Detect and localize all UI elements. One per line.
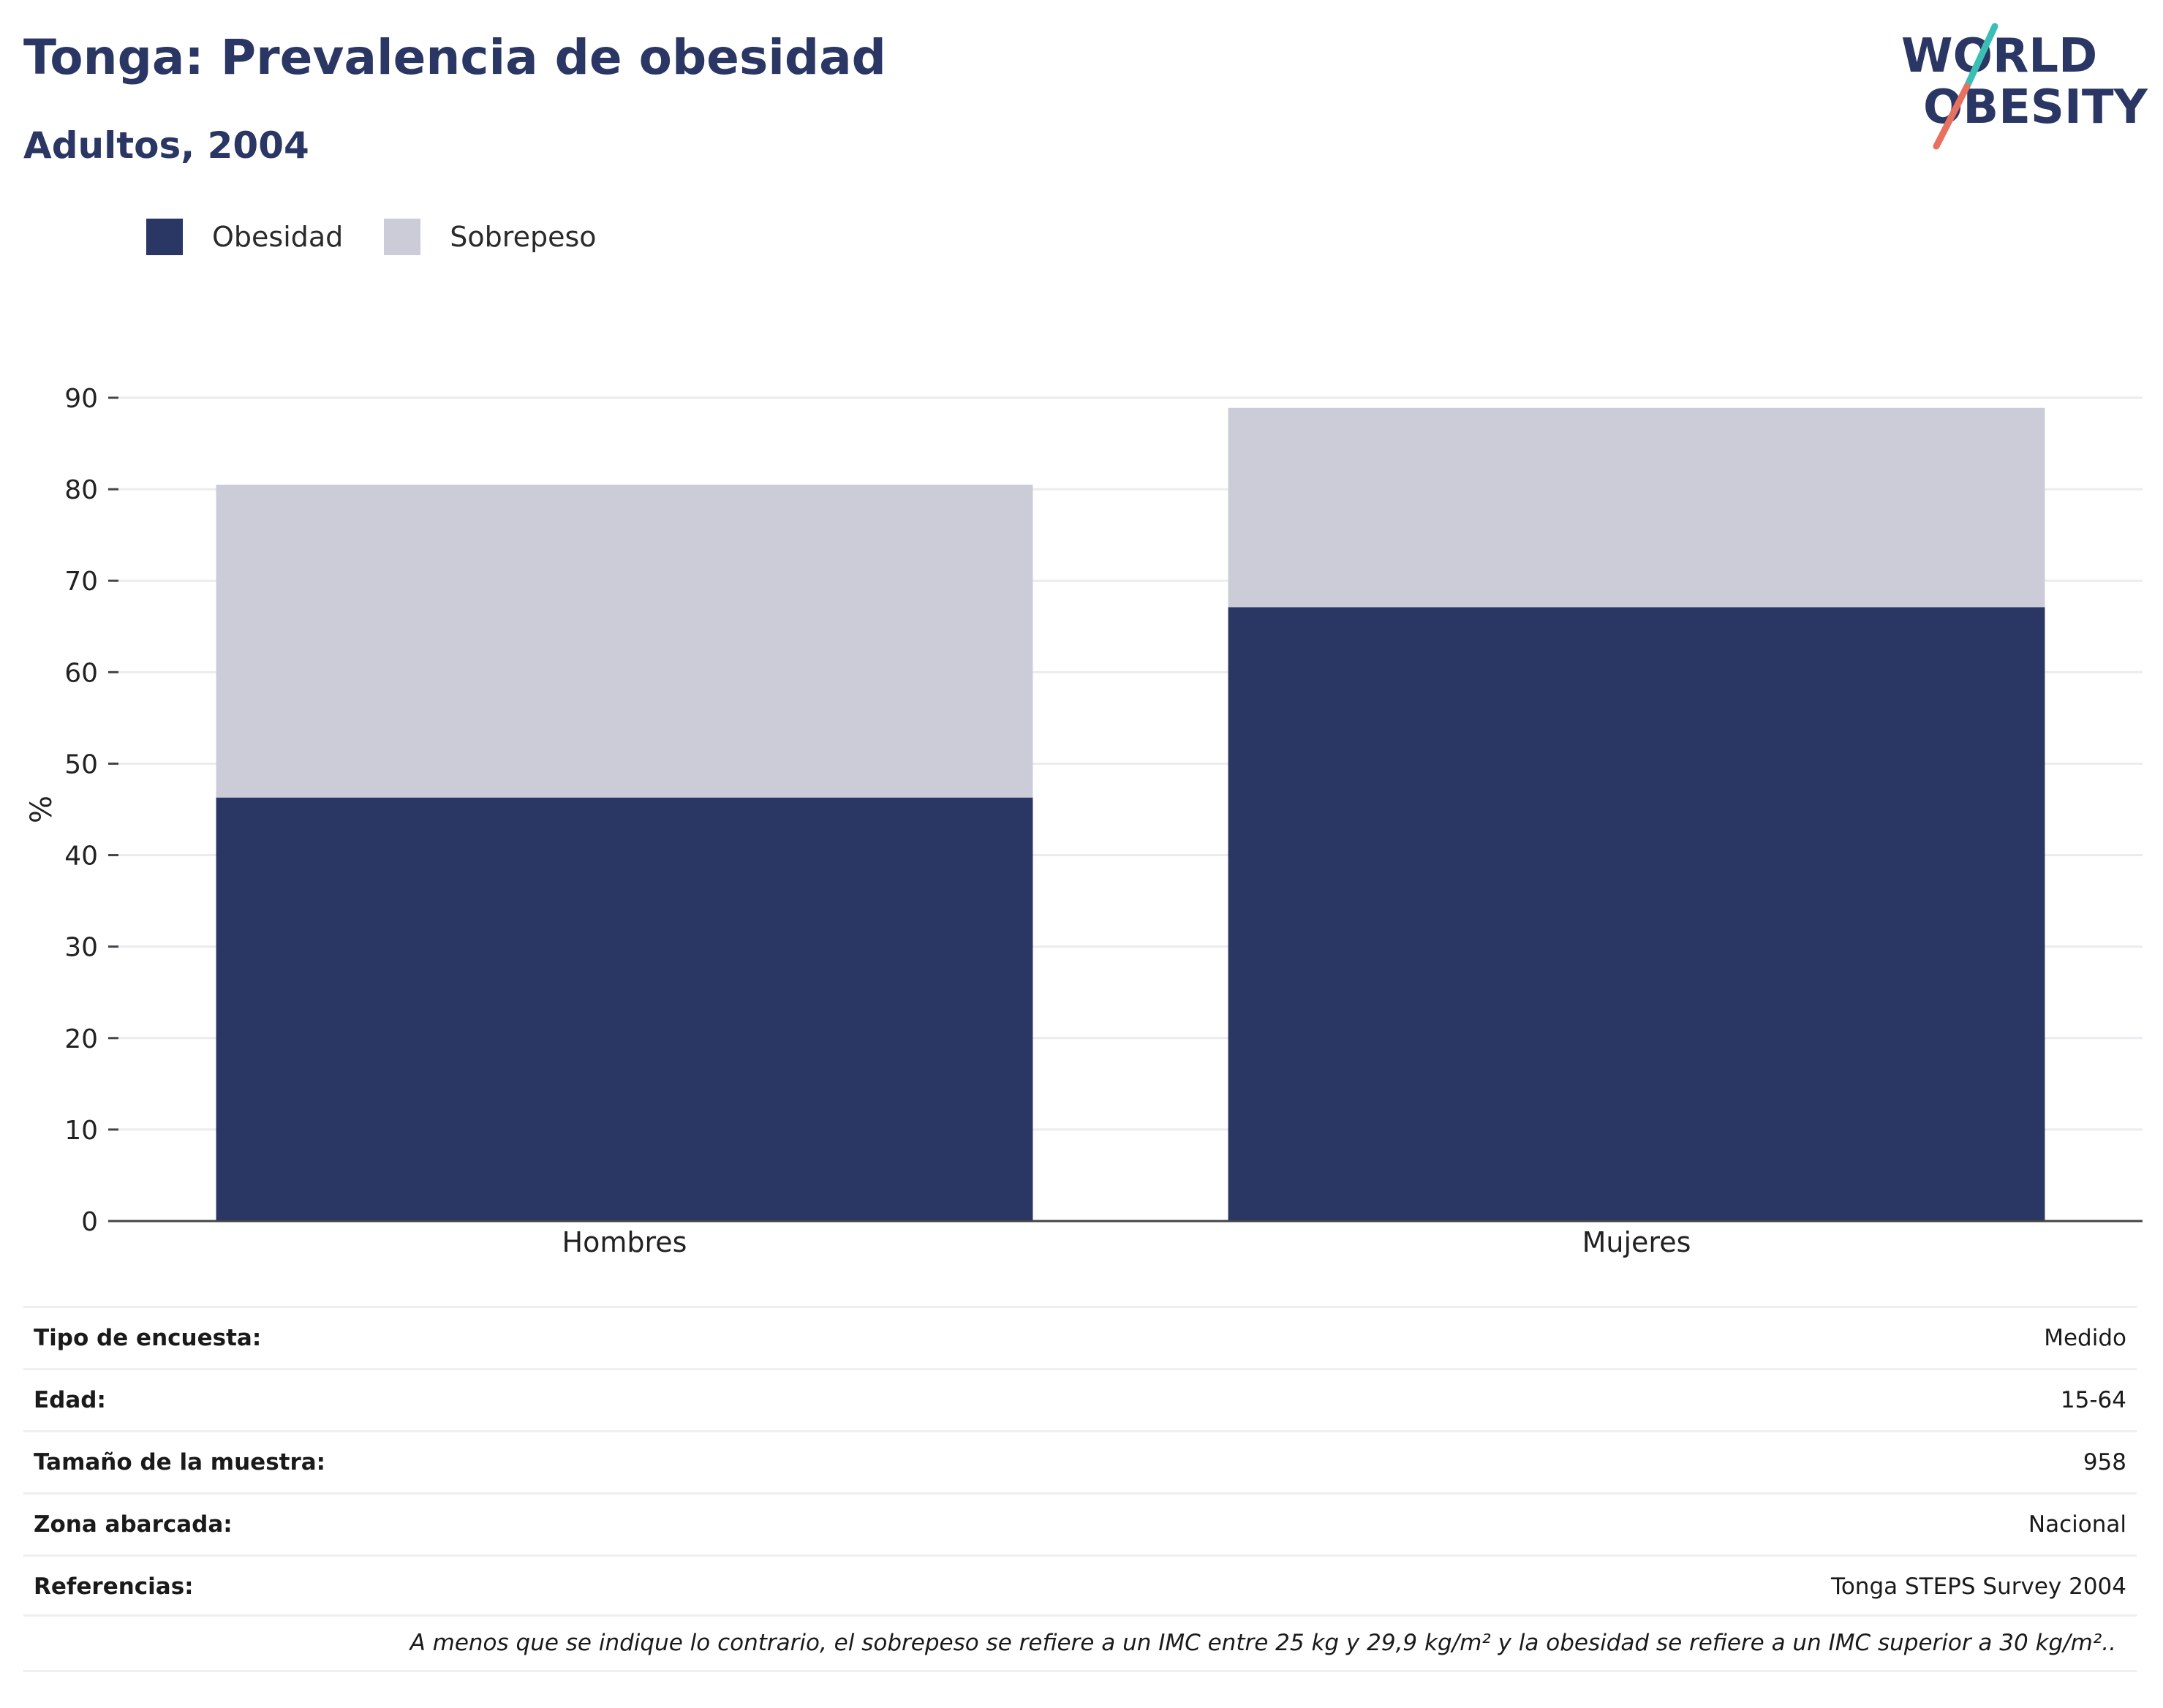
info-key: Tamaño de la muestra: (23, 1430, 1074, 1494)
info-key: Zona abarcada: (23, 1492, 1074, 1556)
legend-label-obesidad: Obesidad (212, 221, 344, 253)
logo-slash-bottom (1933, 83, 1971, 150)
info-row: Zona abarcada: Nacional (23, 1492, 2137, 1556)
bar-obesidad-mujeres (1228, 607, 2045, 1221)
y-tick-label: 30 (64, 933, 98, 963)
info-value: Tonga STEPS Survey 2004 (1074, 1554, 2137, 1617)
info-row: Tipo de encuesta: Medido (23, 1306, 2137, 1369)
stacked-bar-chart: 0 10 20 30 40 50 60 70 80 90 Hombres Mujeres% (25, 384, 2143, 1258)
info-value: Medido (1074, 1306, 2137, 1369)
info-row: Tamaño de la muestra: 958 (23, 1430, 2137, 1494)
y-axis-label: % (25, 796, 58, 823)
info-value: Nacional (1074, 1492, 2137, 1556)
y-tick-label: 90 (64, 384, 98, 414)
y-tick-label: 0 (81, 1207, 98, 1237)
logo-line-1: WORLD (1901, 29, 2097, 83)
y-tick-label: 10 (64, 1116, 98, 1146)
chart-subtitle: Adultos, 2004 (23, 124, 309, 167)
legend-item-sobrepeso[interactable]: Sobrepeso (384, 219, 597, 255)
footnote-divider (23, 1670, 2137, 1672)
y-tick-label: 70 (64, 567, 98, 597)
info-value: 15-64 (1074, 1368, 2137, 1432)
x-tick-label: Hombres (562, 1226, 687, 1258)
legend-swatch-sobrepeso (384, 219, 421, 255)
bar-sobrepeso-mujeres (1228, 407, 2045, 608)
y-tick-label: 50 (64, 749, 98, 779)
y-tick-label: 20 (64, 1024, 98, 1054)
info-row: Edad: 15-64 (23, 1368, 2137, 1432)
x-tick-label: Mujeres (1582, 1226, 1691, 1258)
bar-obesidad-hombres (216, 797, 1033, 1221)
info-row: Referencias: Tonga STEPS Survey 2004 (23, 1554, 2137, 1617)
logo-line-2: OBESITY (1923, 80, 2148, 135)
info-key: Referencias: (23, 1554, 1074, 1617)
legend-item-obesidad[interactable]: Obesidad (146, 219, 343, 255)
y-tick-label: 60 (64, 658, 98, 688)
logo-slash-top (1963, 23, 1998, 90)
y-tick-label: 40 (64, 842, 98, 872)
legend-swatch-obesidad (146, 219, 183, 255)
footnote: A menos que se indique lo contrario, el … (23, 1614, 2137, 1656)
info-key: Edad: (23, 1368, 1074, 1432)
legend-label-sobrepeso: Sobrepeso (450, 221, 597, 253)
y-tick-label: 80 (64, 475, 98, 505)
info-key: Tipo de encuesta: (23, 1306, 1074, 1369)
bar-sobrepeso-hombres (216, 484, 1033, 798)
chart-legend: Obesidad Sobrepeso (146, 216, 638, 257)
world-obesity-logo: WORLD OBESITY (1901, 23, 2148, 150)
chart-title: Tonga: Prevalencia de obesidad (23, 29, 886, 86)
info-value: 958 (1074, 1430, 2137, 1494)
survey-info-table: Tipo de encuesta: Medido Edad: 15-64 Tamaño … (23, 1306, 2137, 1617)
